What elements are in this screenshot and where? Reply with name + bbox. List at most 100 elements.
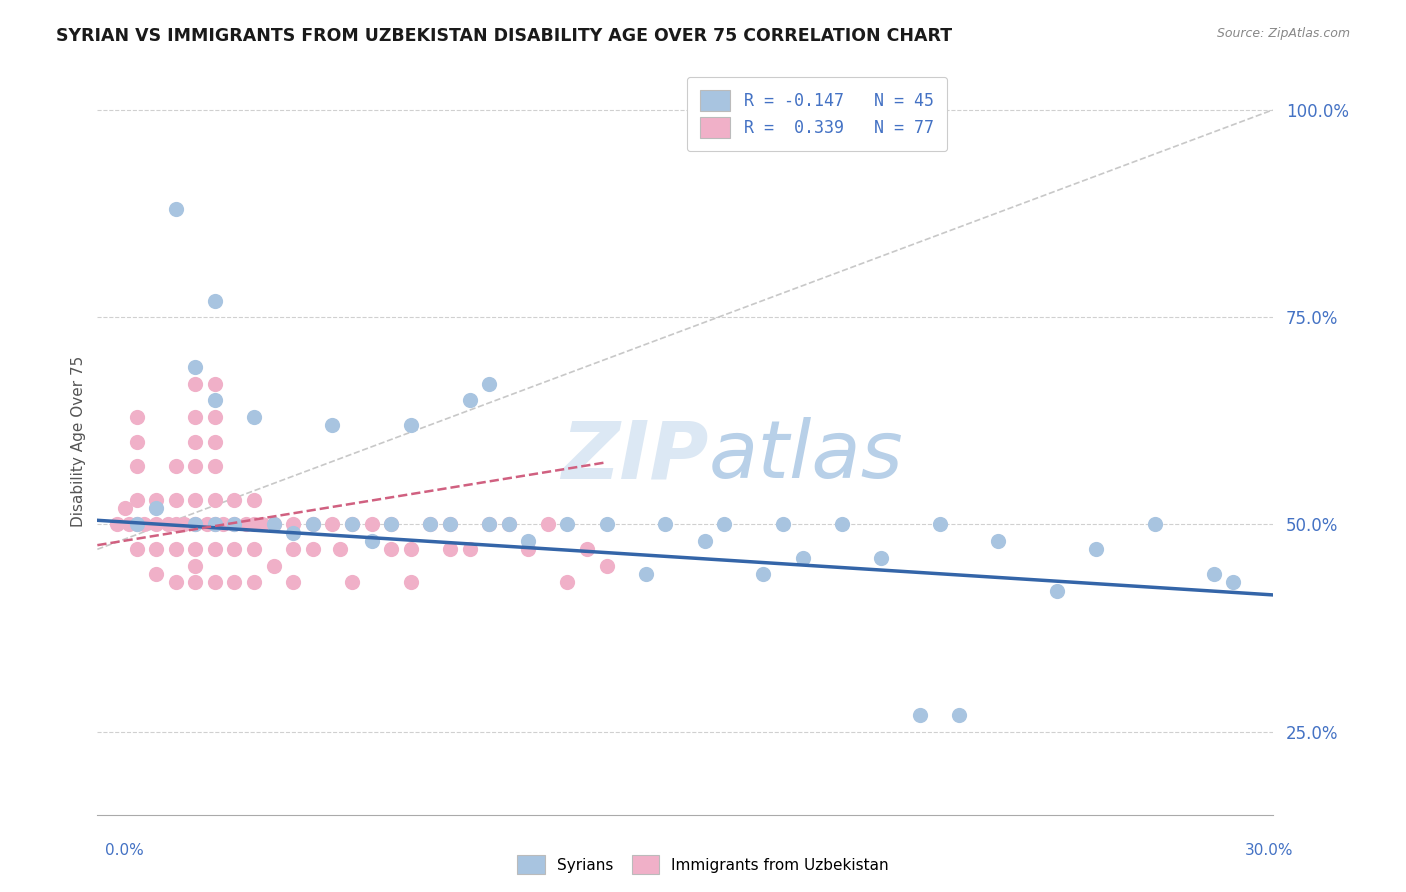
Y-axis label: Disability Age Over 75: Disability Age Over 75 [72,356,86,527]
Point [204,376,226,391]
Point [987,534,1010,549]
Point [283,517,305,532]
Point [693,534,716,549]
Point [125,434,148,449]
Point [595,517,617,532]
Point [134,517,156,532]
Point [204,542,226,557]
Point [1046,583,1069,598]
Text: ZIP: ZIP [561,417,709,495]
Point [283,525,305,540]
Point [165,575,187,590]
Point [1144,517,1167,532]
Point [399,575,422,590]
Point [301,517,323,532]
Point [301,517,323,532]
Point [458,542,481,557]
Point [243,542,266,557]
Point [243,409,266,424]
Point [263,558,285,573]
Point [478,376,501,391]
Point [321,417,343,432]
Point [204,459,226,474]
Point [772,517,794,532]
Point [184,558,207,573]
Point [263,517,285,532]
Point [250,517,273,532]
Point [301,542,323,557]
Point [165,517,187,532]
Point [1202,567,1225,582]
Point [752,567,775,582]
Point [1085,542,1108,557]
Point [204,409,226,424]
Point [145,542,167,557]
Point [184,517,207,532]
Point [125,517,148,532]
Point [224,517,246,532]
Point [224,542,246,557]
Point [184,459,207,474]
Point [184,575,207,590]
Point [380,542,402,557]
Point [870,550,893,565]
Point [340,517,363,532]
Point [576,542,599,557]
Text: 0.0%: 0.0% [105,843,145,858]
Point [419,517,441,532]
Point [184,517,207,532]
Point [948,708,970,723]
Point [380,517,402,532]
Text: Source: ZipAtlas.com: Source: ZipAtlas.com [1216,27,1350,40]
Point [125,492,148,507]
Point [224,575,246,590]
Point [125,459,148,474]
Point [145,492,167,507]
Point [928,517,950,532]
Point [184,492,207,507]
Point [478,517,501,532]
Point [204,517,226,532]
Point [243,575,266,590]
Point [399,542,422,557]
Point [173,517,195,532]
Text: atlas: atlas [709,417,903,495]
Point [224,492,246,507]
Point [498,517,520,532]
Point [114,500,136,515]
Point [125,517,148,532]
Point [517,542,540,557]
Point [340,575,363,590]
Legend: R = -0.147   N = 45, R =  0.339   N = 77: R = -0.147 N = 45, R = 0.339 N = 77 [688,77,948,151]
Point [595,558,617,573]
Point [195,517,218,532]
Point [145,517,167,532]
Point [165,492,187,507]
Point [908,708,931,723]
Point [235,517,257,532]
Point [263,517,285,532]
Point [831,517,853,532]
Point [211,517,233,532]
Point [184,376,207,391]
Point [125,409,148,424]
Point [654,517,676,532]
Point [125,542,148,557]
Point [184,359,207,374]
Point [184,434,207,449]
Point [380,517,402,532]
Point [634,567,657,582]
Point [204,492,226,507]
Text: 30.0%: 30.0% [1246,843,1294,858]
Point [184,542,207,557]
Point [439,517,461,532]
Point [204,517,226,532]
Point [184,409,207,424]
Point [419,517,441,532]
Point [204,393,226,408]
Point [329,542,352,557]
Point [204,434,226,449]
Point [439,517,461,532]
Point [224,517,246,532]
Point [145,567,167,582]
